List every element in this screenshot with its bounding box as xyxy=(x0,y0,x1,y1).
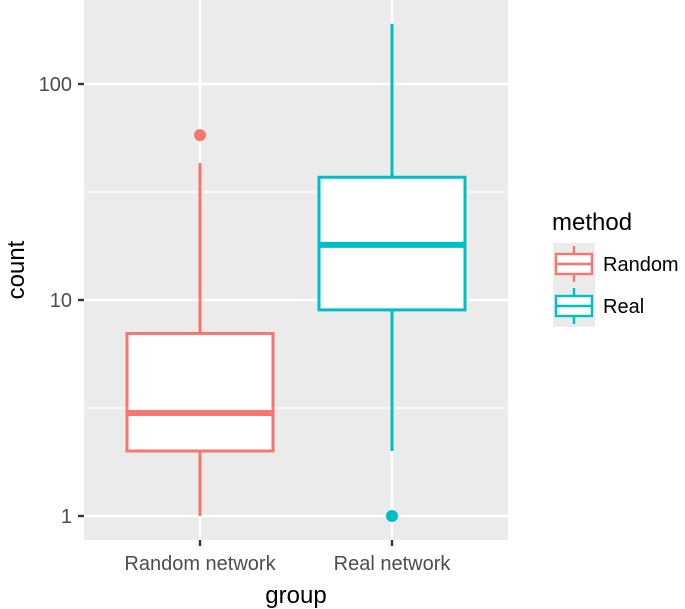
x-tick-label: Random network xyxy=(124,553,276,575)
x-tick-label: Real network xyxy=(334,553,452,575)
x-axis: Random network Real network xyxy=(124,540,451,575)
legend-label: Real xyxy=(603,296,644,318)
legend-entry-random: Random xyxy=(553,243,679,285)
legend: method Random Real xyxy=(552,209,679,327)
outlier-point xyxy=(386,510,398,522)
y-tick-label: 1 xyxy=(61,506,72,528)
legend-label: Random xyxy=(603,254,679,276)
boxes xyxy=(125,23,467,522)
y-axis-title: count xyxy=(3,240,30,299)
outlier-point xyxy=(194,129,206,142)
box-random xyxy=(125,129,275,516)
legend-title: method xyxy=(552,209,632,236)
y-tick-label: 10 xyxy=(50,290,72,312)
box-real xyxy=(317,23,467,522)
y-tick-label: 100 xyxy=(39,74,72,96)
interquartile-box xyxy=(125,331,275,453)
x-axis-title: group xyxy=(265,582,326,609)
y-axis: 1 10 100 xyxy=(39,74,84,528)
legend-entry-real: Real xyxy=(553,285,644,327)
